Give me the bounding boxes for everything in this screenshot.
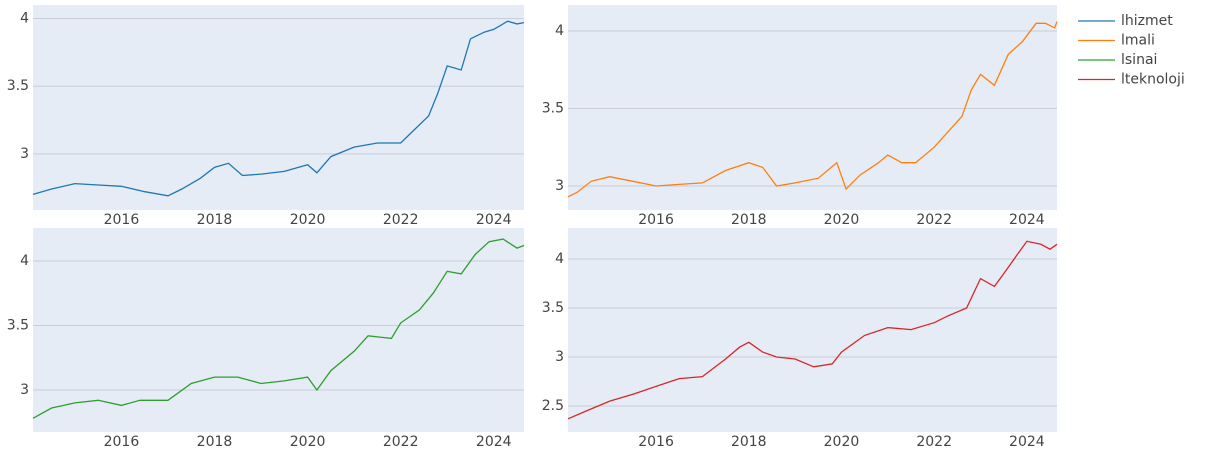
legend-label: lmali (1121, 33, 1155, 49)
y-tick-label: 3.5 (7, 317, 29, 333)
x-tick-label: 2016 (638, 212, 674, 228)
y-tick-label: 3 (555, 349, 564, 365)
plot-area (33, 5, 524, 210)
legend-label: lhizmet (1121, 13, 1173, 29)
x-tick-label: 2020 (824, 212, 860, 228)
y-tick-label: 2.5 (542, 398, 564, 414)
x-tick-label: 2016 (104, 434, 140, 450)
x-tick-label: 2018 (731, 434, 767, 450)
plot-area (568, 228, 1057, 432)
plot-area (568, 5, 1057, 210)
x-tick-label: 2018 (197, 212, 233, 228)
y-tick-label: 3.5 (7, 78, 29, 94)
series-line (567, 21, 1058, 198)
x-tick-label: 2016 (638, 434, 674, 450)
series-line (32, 238, 525, 419)
y-tick-label: 3 (555, 178, 564, 194)
y-tick-label: 3 (20, 382, 29, 398)
y-tick-label: 4 (20, 253, 29, 269)
series-line (567, 240, 1058, 420)
y-tick-label: 3.5 (542, 101, 564, 117)
x-tick-label: 2020 (290, 434, 326, 450)
y-tick-label: 4 (555, 23, 564, 39)
y-tick-label: 3 (20, 146, 29, 162)
x-tick-label: 2024 (476, 434, 512, 450)
x-tick-label: 2022 (383, 212, 419, 228)
plot-area (33, 228, 524, 432)
legend-label: lsinai (1121, 52, 1157, 68)
x-tick-label: 2024 (1009, 212, 1045, 228)
x-tick-label: 2020 (824, 434, 860, 450)
x-tick-label: 2024 (1009, 434, 1045, 450)
x-tick-label: 2018 (197, 434, 233, 450)
legend-label: lteknoloji (1121, 72, 1185, 88)
x-tick-label: 2016 (104, 212, 140, 228)
x-tick-label: 2018 (731, 212, 767, 228)
x-tick-label: 2024 (476, 212, 512, 228)
series-line (32, 20, 525, 197)
x-tick-label: 2020 (290, 212, 326, 228)
x-tick-label: 2022 (916, 434, 952, 450)
y-tick-label: 4 (20, 11, 29, 27)
x-tick-label: 2022 (916, 212, 952, 228)
x-tick-label: 2022 (383, 434, 419, 450)
y-tick-label: 4 (555, 251, 564, 267)
y-tick-label: 3.5 (542, 300, 564, 316)
